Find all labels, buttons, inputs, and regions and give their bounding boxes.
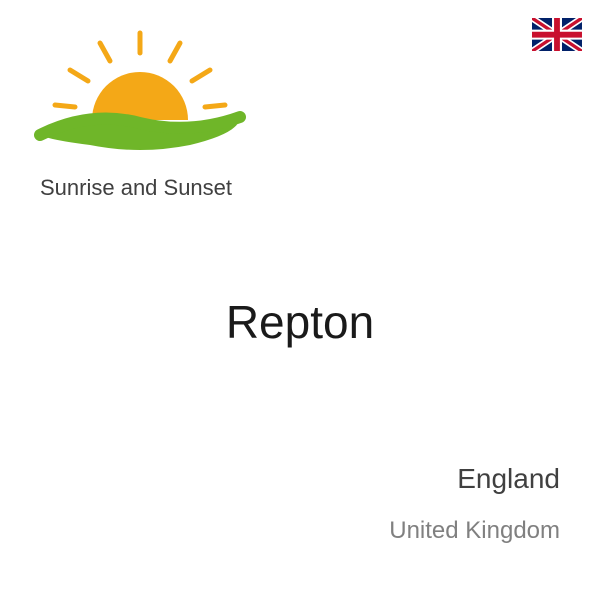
tagline-text: Sunrise and Sunset bbox=[40, 175, 232, 201]
sunrise-logo bbox=[30, 25, 250, 165]
uk-flag-icon bbox=[532, 18, 582, 51]
region-name: England bbox=[457, 463, 560, 495]
sunrise-icon bbox=[30, 25, 250, 165]
country-name: United Kingdom bbox=[389, 517, 560, 545]
city-name: Repton bbox=[226, 295, 374, 349]
uk-flag-svg bbox=[532, 18, 582, 51]
